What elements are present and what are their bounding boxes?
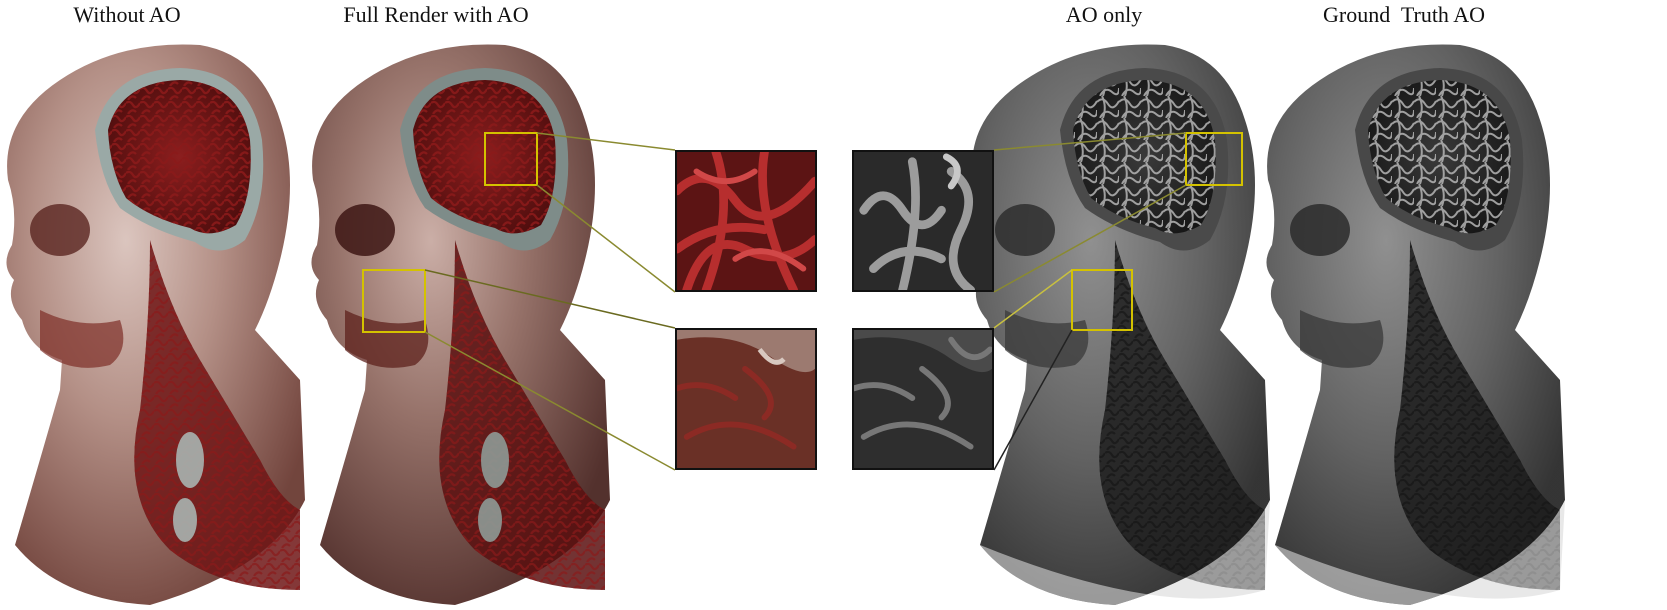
inset-color-brain: [675, 150, 817, 292]
inset-ao-brain-image: [854, 152, 992, 290]
title-ground-truth: Ground Truth AO: [1323, 2, 1485, 27]
render-ao-only: [965, 30, 1285, 610]
inset-color-face-image: [677, 330, 815, 468]
render-full-with-ao: [305, 30, 625, 610]
head-render-gt-gray: [1266, 44, 1565, 605]
inset-ao-face: [852, 328, 994, 470]
title-ao-only: AO only: [1065, 2, 1143, 27]
head-render-ao-gray: [971, 44, 1270, 605]
head-render-color: [6, 44, 305, 605]
head-render-color-ao: [311, 44, 610, 605]
inset-ao-brain: [852, 150, 994, 292]
render-ground-truth: [1260, 30, 1580, 610]
inset-color-face: [675, 328, 817, 470]
inset-color-brain-image: [677, 152, 815, 290]
title-full-render: Full Render with AO: [343, 2, 529, 27]
render-without-ao: [0, 30, 320, 610]
title-without-ao: Without AO: [73, 2, 181, 27]
inset-ao-face-image: [854, 330, 992, 468]
